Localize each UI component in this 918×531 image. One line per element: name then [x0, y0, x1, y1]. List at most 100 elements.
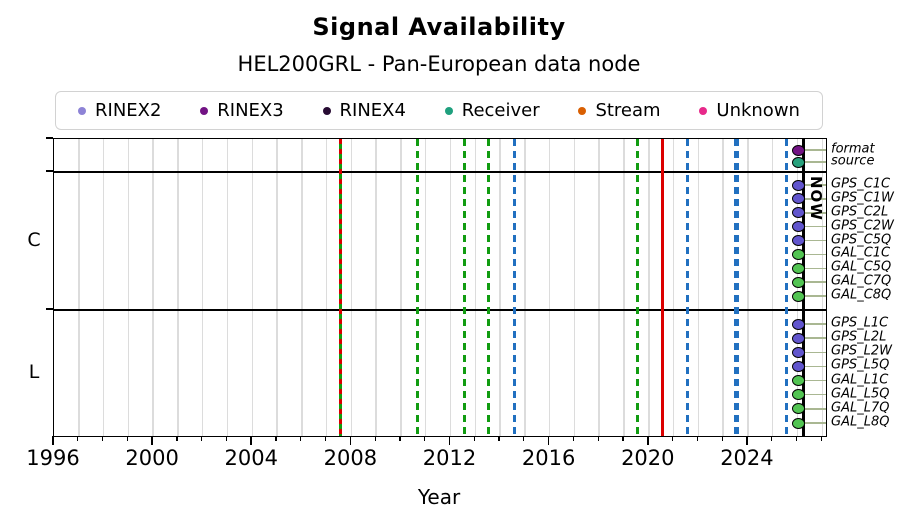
row-label-GPS_C2L: GPS_C2L: [831, 204, 889, 220]
event-line: [686, 139, 690, 436]
x-tick-label-2020: 2020: [621, 446, 675, 470]
x-minor-tick: [771, 436, 773, 441]
year-gridline: [78, 139, 80, 436]
row-label-GPS_L1C: GPS_L1C: [831, 315, 889, 331]
event-line: [513, 139, 517, 436]
event-line: [661, 139, 665, 436]
year-gridline: [548, 139, 551, 436]
row-label-GPS_C5Q: GPS_C5Q: [831, 232, 892, 247]
year-gridline: [276, 139, 278, 436]
row-label-GAL_L5Q: GAL_L5Q: [831, 386, 890, 402]
row-label-GAL_C8Q: GAL_C8Q: [831, 287, 892, 303]
row-marker-GPS_C5Q: [792, 235, 806, 246]
section-separator: [54, 171, 826, 173]
legend-item-receiver: Receiver: [444, 100, 540, 121]
event-line: [802, 139, 806, 436]
row-label-GAL_L7Q: GAL_L7Q: [831, 400, 890, 416]
row-marker-GPS_C1C: [792, 179, 806, 191]
row-availability-stem: [798, 365, 826, 368]
row-marker-GPS_C2W: [792, 221, 806, 233]
row-label-GPS_L2L: GPS_L2L: [831, 329, 887, 345]
event-line: [636, 139, 640, 436]
x-minor-tick: [473, 436, 475, 441]
legend-rinex2-dot-icon: [78, 106, 86, 115]
x-minor-tick: [101, 436, 104, 441]
legend-item-unknown: Unknown: [699, 100, 800, 121]
row-marker-GAL_L8Q: [792, 417, 806, 429]
row-availability-stem: [798, 295, 826, 297]
x-minor-tick: [374, 436, 376, 441]
x-tick-label-2008: 2008: [323, 446, 378, 470]
row-availability-stem: [798, 379, 826, 382]
row-label-GAL_C1C: GAL_C1C: [831, 245, 891, 261]
row-label-GPS_C1W: GPS_C1W: [831, 190, 894, 206]
row-marker-GPS_C1W: [792, 193, 806, 205]
event-line: [733, 139, 739, 436]
x-tick-label-2016: 2016: [521, 446, 576, 470]
year-gridline: [598, 139, 600, 436]
x-tick-label-2024: 2024: [720, 446, 774, 470]
row-label-GPS_C2W: GPS_C2W: [831, 218, 894, 234]
x-major-tick: [646, 436, 649, 445]
row-availability-stem: [798, 267, 826, 269]
x-minor-tick: [201, 436, 203, 441]
row-label-GAL_L1C: GAL_L1C: [831, 372, 889, 388]
year-gridline: [623, 139, 625, 436]
row-marker-GAL_C7Q: [792, 276, 806, 288]
x-major-tick: [746, 436, 748, 445]
legend-box: RINEX2 RINEX3 RINEX4 Receiver Stream Unknown: [55, 91, 823, 130]
row-availability-stem: [798, 149, 826, 151]
x-major-tick: [52, 436, 54, 445]
x-minor-tick: [498, 436, 500, 441]
legend-label: Receiver: [461, 100, 540, 121]
legend-item-rinex4: RINEX4: [322, 100, 406, 121]
section-label-L: L: [28, 361, 40, 383]
legend-label: Stream: [595, 100, 661, 121]
row-marker-GPS_L5Q: [792, 360, 806, 372]
year-gridline: [350, 139, 353, 436]
year-gridline: [821, 139, 824, 436]
x-minor-tick: [795, 436, 798, 441]
x-minor-tick: [696, 436, 698, 441]
year-gridline: [102, 139, 105, 436]
year-gridline: [375, 139, 377, 436]
row-availability-stem: [798, 225, 826, 228]
x-minor-tick: [399, 436, 401, 441]
y-axis-tick: [46, 308, 53, 310]
x-minor-tick: [622, 436, 624, 441]
row-marker-GAL_C1C: [792, 248, 806, 260]
row-marker-GAL_L5Q: [792, 389, 806, 401]
x-minor-tick: [820, 436, 822, 441]
row-label-GAL_L8Q: GAL_L8Q: [831, 414, 890, 430]
year-gridline: [424, 139, 427, 436]
year-gridline: [499, 139, 501, 436]
x-minor-tick: [597, 436, 599, 441]
x-tick-label-2004: 2004: [224, 446, 278, 470]
row-availability-stem: [798, 351, 826, 354]
x-minor-tick: [671, 436, 674, 441]
legend-label: RINEX2: [95, 100, 162, 121]
year-gridline: [672, 139, 675, 436]
legend-label: RINEX3: [217, 100, 284, 121]
event-line: [339, 139, 343, 436]
row-availability-stem: [798, 408, 826, 410]
x-minor-tick: [721, 436, 723, 441]
row-availability-stem: [798, 253, 826, 256]
x-axis-label: Year: [417, 485, 461, 509]
year-gridline: [771, 139, 774, 436]
x-major-tick: [547, 436, 550, 445]
section-label-C: C: [27, 229, 41, 251]
section-separator: [54, 309, 826, 311]
year-gridline: [177, 139, 179, 436]
year-gridline: [325, 139, 328, 436]
year-gridline: [251, 139, 254, 436]
legend-rinex3-dot-icon: [200, 106, 209, 115]
row-availability-stem: [798, 422, 826, 424]
row-marker-GPS_L2W: [792, 346, 806, 358]
x-tick-label-1996: 1996: [26, 446, 80, 470]
row-label-source: source: [831, 153, 875, 169]
event-line: [415, 139, 419, 436]
x-minor-tick: [225, 436, 228, 441]
row-availability-stem: [798, 393, 826, 396]
